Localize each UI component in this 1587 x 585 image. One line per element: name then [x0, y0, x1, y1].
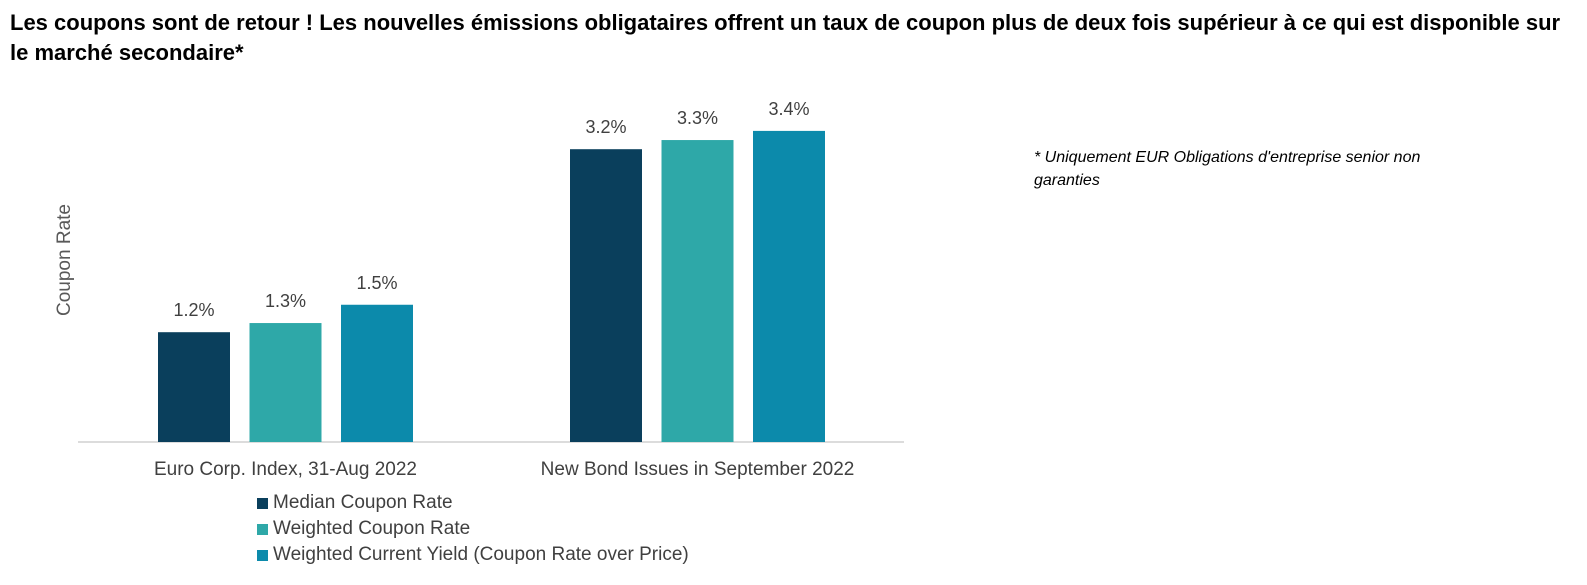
legend-label-2: Weighted Coupon Rate: [273, 518, 471, 539]
data-label-2-category-2: 3.3%: [677, 108, 718, 128]
data-label-3-category-2: 3.4%: [768, 99, 809, 119]
data-labels-group: 1.2% 1.3% 1.5% 3.2% 3.3% 3.4%: [173, 99, 809, 320]
data-label-1-category-2: 3.2%: [585, 117, 626, 137]
data-label-2-category-1: 1.3%: [265, 291, 306, 311]
bars-group: [158, 130, 825, 443]
legend-swatch-1: [257, 497, 268, 509]
bar-3-category-2: [753, 130, 825, 442]
footnote: * Uniquement EUR Obligations d'entrepris…: [1034, 149, 1421, 189]
category-label-2: New Bond Issues in September 2022: [541, 459, 855, 480]
category-labels-group: Euro Corp. Index, 31-Aug 2022 New Bond Is…: [154, 459, 854, 480]
chart-title: Les coupons sont de retour ! Les nouvell…: [10, 10, 1561, 65]
bar-1-category-2: [570, 149, 642, 442]
bar-2-category-1: [249, 323, 322, 442]
data-label-1-category-1: 1.2%: [173, 300, 214, 320]
y-axis-label: Coupon Rate: [54, 204, 75, 316]
category-label-1: Euro Corp. Index, 31-Aug 2022: [154, 459, 417, 480]
legend-item-2: Weighted Coupon Rate: [257, 516, 689, 542]
legend-swatch-2: [257, 523, 268, 535]
legend-label-1: Median Coupon Rate: [273, 492, 453, 513]
legend-label-3: Weighted Current Yield (Coupon Rate over…: [273, 544, 689, 565]
legend-item-3: Weighted Current Yield (Coupon Rate over…: [257, 542, 689, 568]
legend: Median Coupon Rate Weighted Coupon Rate We…: [257, 490, 689, 568]
bar-2-category-2: [661, 140, 734, 443]
legend-swatch-3: [257, 549, 268, 561]
bar-3-category-1: [341, 304, 413, 442]
bar-1-category-1: [158, 332, 230, 442]
data-label-3-category-1: 1.5%: [356, 273, 397, 293]
legend-item-1: Median Coupon Rate: [257, 490, 689, 516]
